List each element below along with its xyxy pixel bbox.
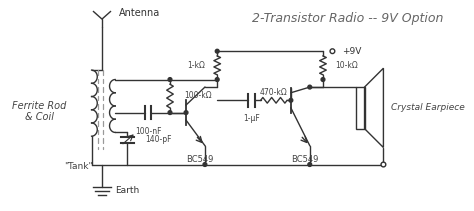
Text: Crystal Earpiece: Crystal Earpiece	[391, 103, 465, 112]
Text: 10-kΩ: 10-kΩ	[335, 61, 358, 70]
Text: +9V: +9V	[342, 47, 361, 56]
Text: 140-pF: 140-pF	[146, 135, 172, 145]
Circle shape	[203, 163, 207, 166]
Circle shape	[381, 162, 386, 167]
Text: Earth: Earth	[115, 187, 139, 195]
Circle shape	[308, 85, 311, 89]
Circle shape	[184, 111, 188, 115]
Circle shape	[321, 78, 325, 81]
Text: Ferrite Rod
& Coil: Ferrite Rod & Coil	[12, 101, 67, 122]
Text: Antenna: Antenna	[119, 8, 160, 18]
Text: 470-kΩ: 470-kΩ	[260, 88, 288, 97]
Circle shape	[168, 111, 172, 115]
Circle shape	[330, 49, 335, 54]
Circle shape	[215, 49, 219, 53]
Text: 1-kΩ: 1-kΩ	[187, 61, 205, 70]
Text: 100-nF: 100-nF	[135, 127, 162, 136]
Text: 100-kΩ: 100-kΩ	[184, 91, 212, 100]
Circle shape	[168, 78, 172, 81]
Bar	[356, 87, 365, 129]
Circle shape	[215, 78, 219, 81]
Text: 1-μF: 1-μF	[243, 114, 260, 123]
Circle shape	[382, 163, 385, 166]
Text: "Tank": "Tank"	[64, 162, 93, 171]
Text: BC549: BC549	[292, 155, 319, 164]
Text: BC549: BC549	[187, 155, 214, 164]
Circle shape	[289, 98, 293, 102]
Circle shape	[308, 163, 311, 166]
Text: 2-Transistor Radio -- 9V Option: 2-Transistor Radio -- 9V Option	[252, 12, 443, 25]
